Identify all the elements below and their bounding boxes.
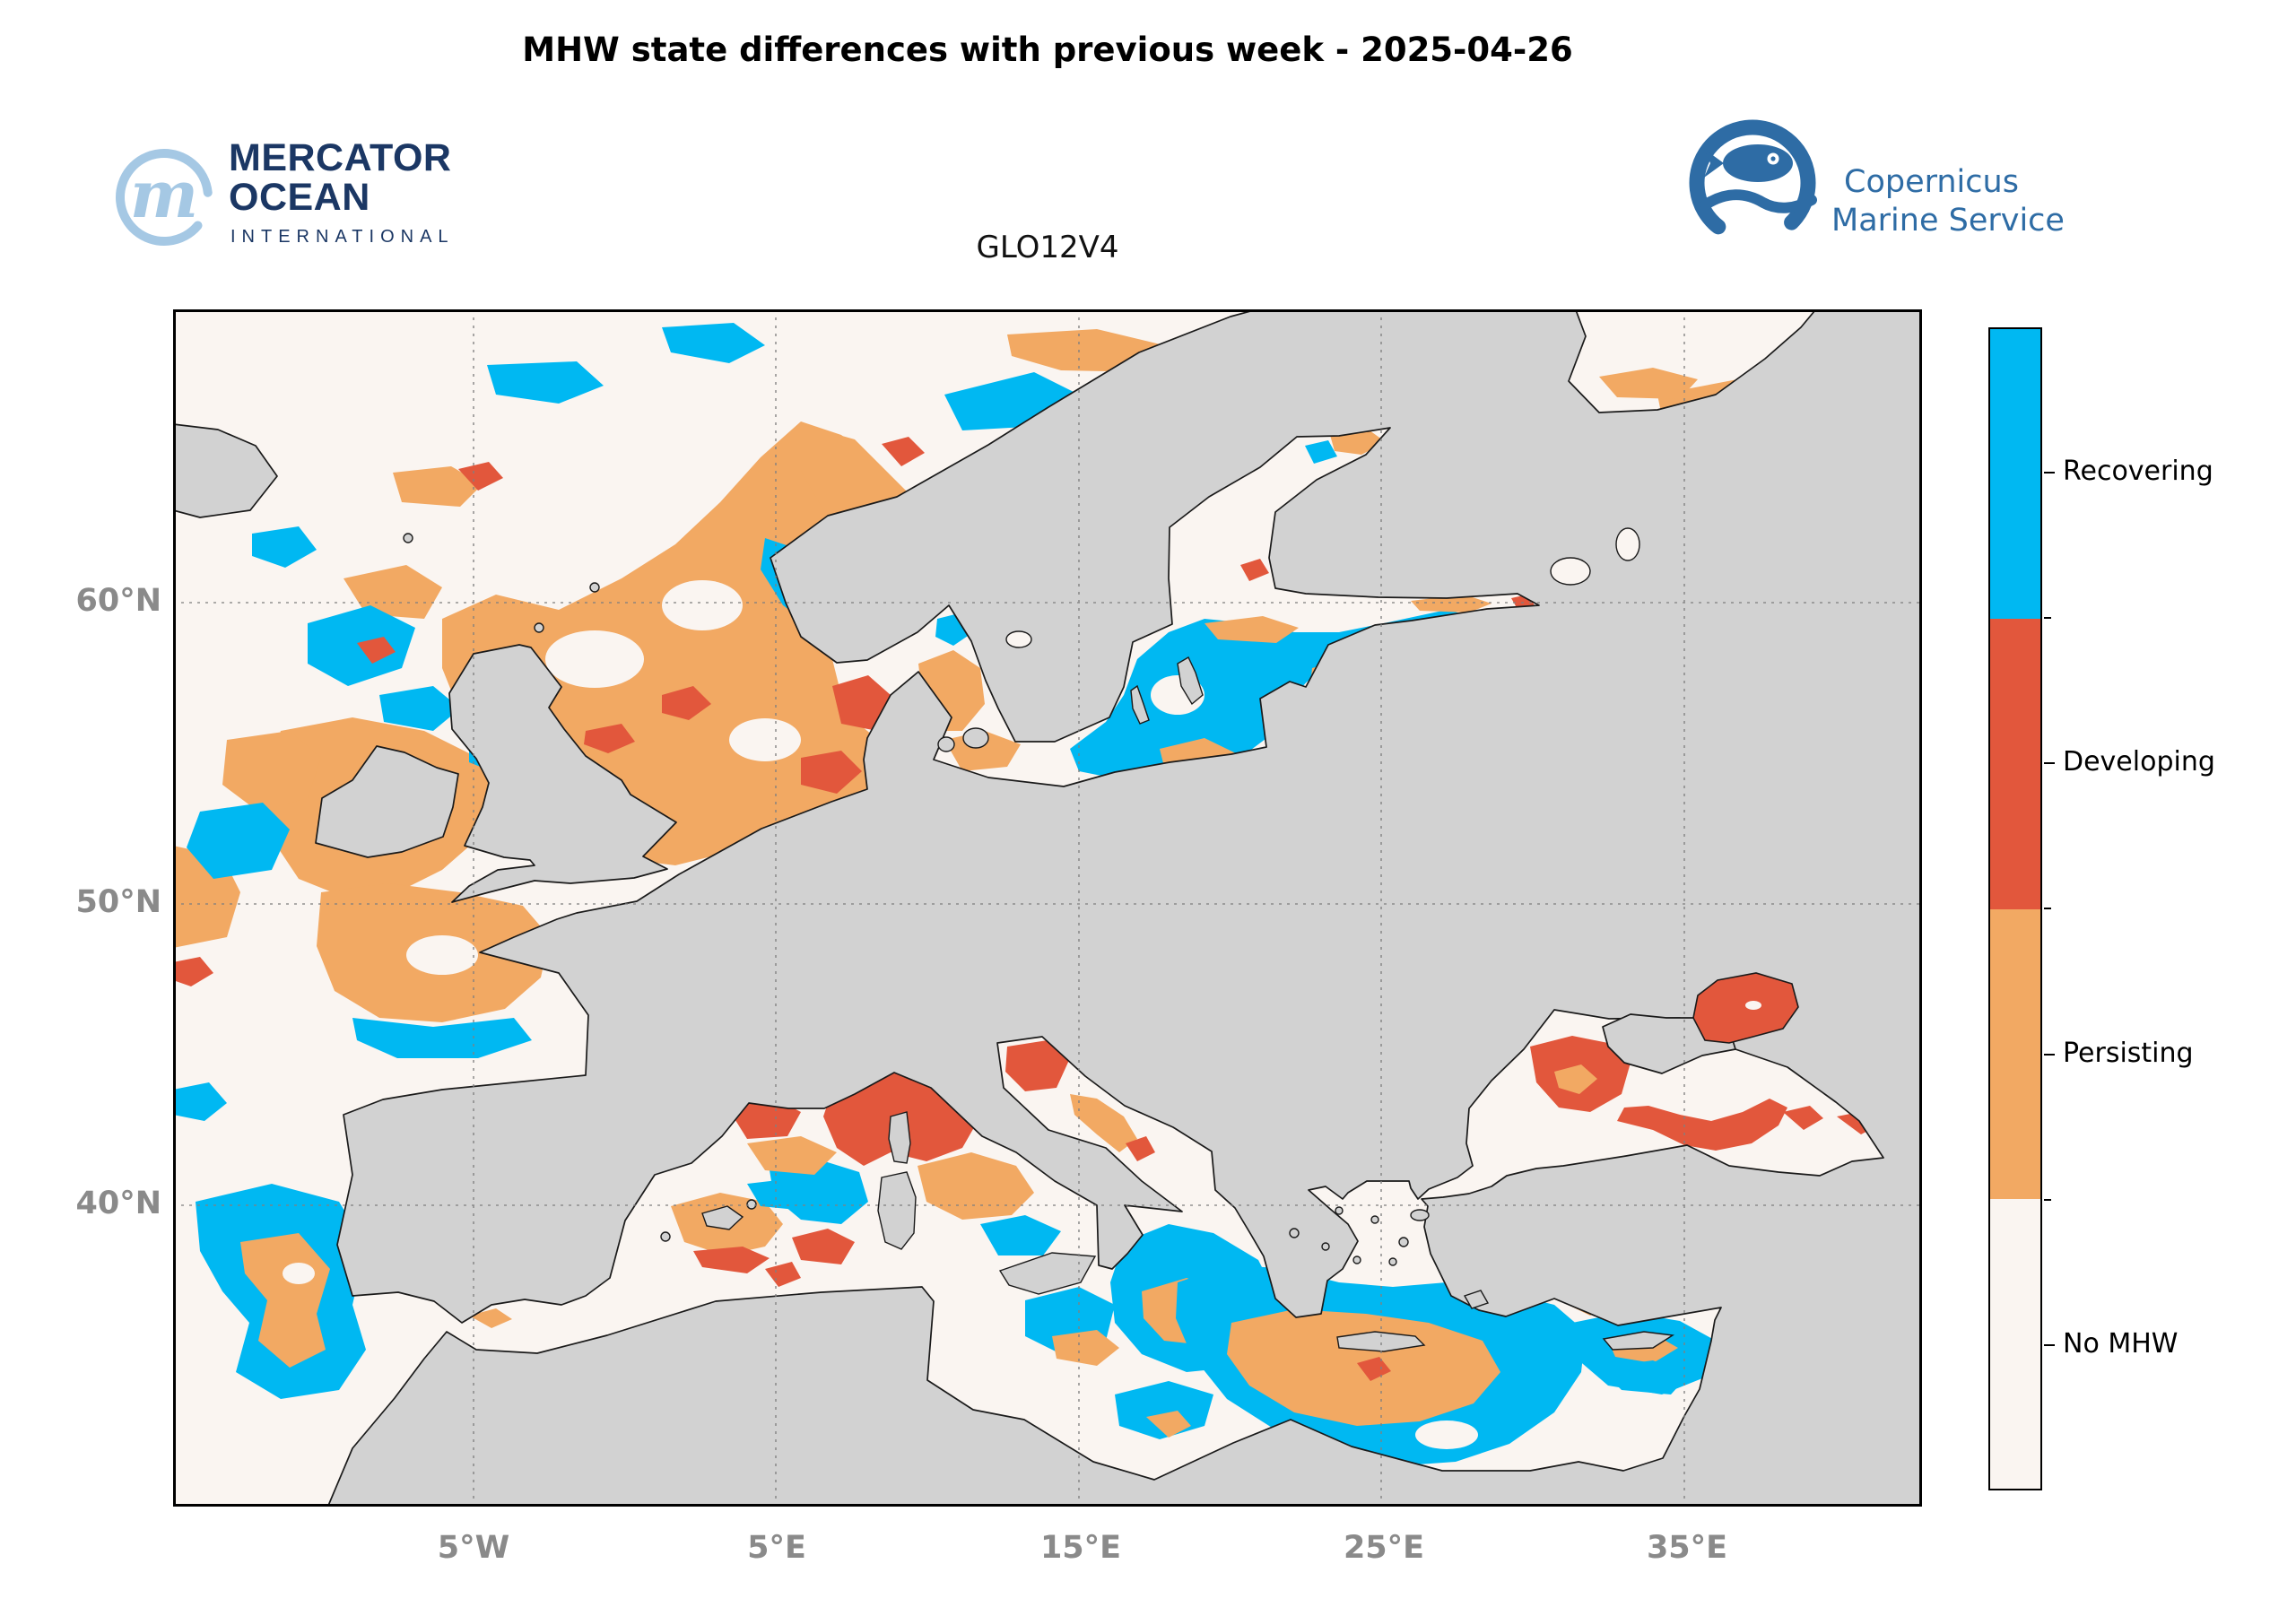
colorbar-tick-persisting	[2044, 1054, 2055, 1056]
iceland	[173, 423, 278, 518]
colorbar-segment-developing	[1990, 619, 2040, 909]
colorbar-segment-persisting	[1990, 908, 2040, 1199]
colorbar-tick-developing	[2044, 762, 2055, 764]
mhw-state-colorbar	[1988, 327, 2042, 1490]
mercator-ocean-logo: m MERCATOR OCEAN INTERNATIONAL	[116, 136, 455, 247]
mercator-line2: OCEAN	[229, 176, 370, 219]
copernicus-marine-logo: Copernicus Marine Service	[1689, 119, 2065, 247]
xtick-15e: 15°E	[1039, 1530, 1122, 1566]
colorbar-tick-recovering	[2044, 472, 2055, 474]
mercator-line3: INTERNATIONAL	[230, 227, 455, 247]
colorbar-segment-nomhw	[1990, 1198, 2040, 1489]
mercator-line1: MERCATOR	[229, 136, 451, 179]
legend-label-recovering: Recovering	[2063, 456, 2213, 487]
copernicus-line2: Marine Service	[1831, 203, 2065, 239]
azov-sea	[1692, 972, 1799, 1044]
fish-icon	[1689, 119, 1817, 247]
legend-label-developing: Developing	[2063, 746, 2215, 778]
legend-label-persisting: Persisting	[2063, 1038, 2194, 1069]
ytick-50n: 50°N	[75, 884, 162, 920]
landmass	[173, 309, 1922, 1507]
map-frame	[173, 309, 1922, 1507]
colorbar-tick-nomhw	[2044, 1344, 2055, 1346]
colorbar-tick-boundary-2	[2044, 908, 2051, 909]
great-britain	[448, 644, 677, 903]
model-subtitle: GLO12V4	[976, 230, 1119, 265]
xtick-25e: 25°E	[1343, 1530, 1425, 1566]
colorbar-segment-recovering	[1990, 329, 2040, 620]
colorbar-tick-boundary-3	[2044, 1199, 2051, 1201]
ytick-40n: 40°N	[75, 1186, 162, 1221]
continent	[327, 309, 1922, 1507]
copernicus-line1: Copernicus	[1844, 164, 2019, 200]
xtick-5w: 5°W	[437, 1530, 510, 1566]
ireland	[315, 745, 459, 858]
gridlines	[173, 309, 1922, 1507]
page-title: MHW state differences with previous week…	[522, 30, 1573, 69]
ytick-60n: 60°N	[75, 583, 162, 619]
svg-text:m: m	[130, 156, 198, 232]
lakes	[1005, 527, 1640, 648]
mercator-monogram: m	[116, 149, 213, 246]
xtick-5e: 5°E	[747, 1530, 806, 1566]
islands	[403, 533, 1675, 1352]
legend-label-nomhw: No MHW	[2063, 1328, 2179, 1360]
xtick-35e: 35°E	[1646, 1530, 1728, 1566]
mhw-map	[173, 309, 1922, 1507]
colorbar-tick-boundary-1	[2044, 617, 2051, 619]
